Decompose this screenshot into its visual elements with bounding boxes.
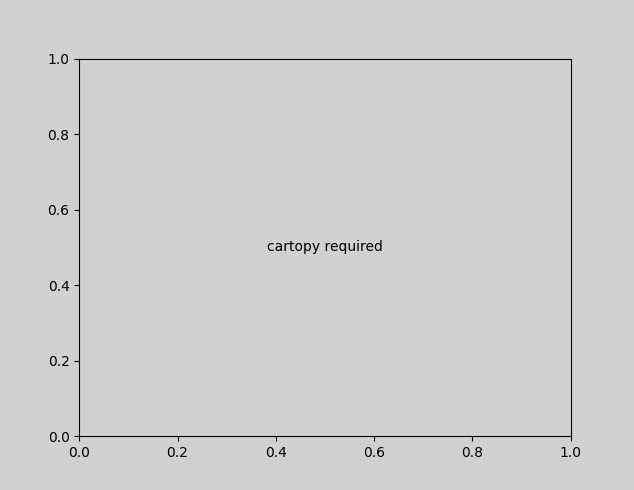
- Text: cartopy required: cartopy required: [267, 241, 383, 254]
